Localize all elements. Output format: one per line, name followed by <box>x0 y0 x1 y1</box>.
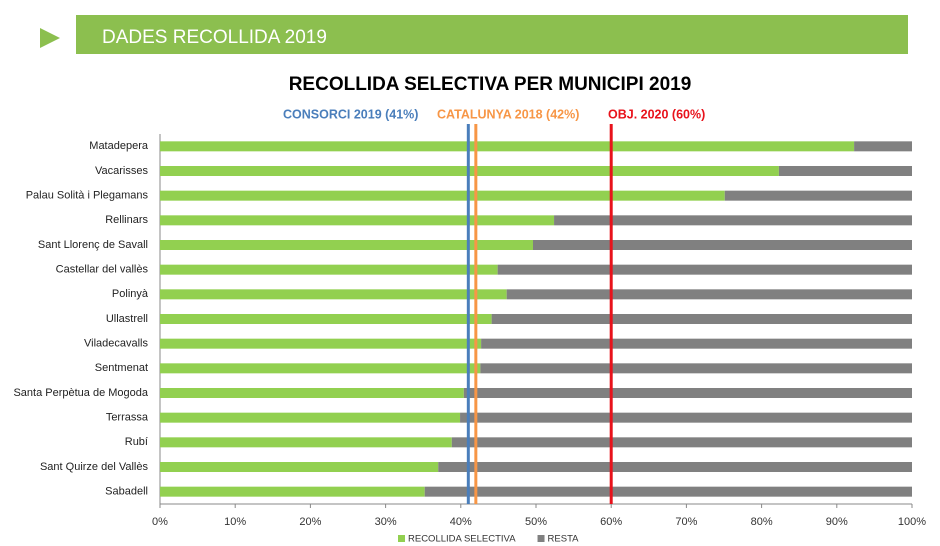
bar-segment <box>497 264 912 275</box>
y-tick-label: Castellar del vallès <box>56 264 149 276</box>
y-tick-label: Sant Llorenç de Savall <box>38 239 148 251</box>
bar-segment <box>160 240 533 250</box>
reference-label: CATALUNYA 2018 (42%) <box>437 107 579 121</box>
y-tick-label: Sentmenat <box>95 362 148 374</box>
y-tick-label: Rubí <box>125 436 148 448</box>
y-tick-label: Terrassa <box>106 412 149 424</box>
x-tick-label: 0% <box>152 516 168 528</box>
bar-segment <box>160 338 482 349</box>
bar-segment <box>778 166 912 176</box>
bar-segment <box>463 388 912 398</box>
reference-label: CONSORCI 2019 (41%) <box>283 107 418 121</box>
y-tick-label: Santa Perpètua de Mogoda <box>13 387 148 399</box>
reference-label: OBJ. 2020 (60%) <box>608 107 705 121</box>
bar-segment <box>160 215 555 226</box>
x-tick-label: 70% <box>675 516 697 528</box>
x-tick-label: 20% <box>299 516 321 528</box>
bar-segment <box>160 462 439 472</box>
x-tick-label: 90% <box>826 516 848 528</box>
bar-segment <box>160 412 461 423</box>
x-tick-label: 10% <box>224 516 246 528</box>
bar-segment <box>506 289 912 300</box>
bar-segment <box>491 314 912 324</box>
header-title: DADES RECOLLIDA 2019 <box>102 27 327 48</box>
bar-segment <box>854 141 912 152</box>
legend-label: RESTA <box>548 534 580 545</box>
y-tick-label: Sabadell <box>105 486 148 498</box>
y-tick-label: Vacarisses <box>95 165 148 177</box>
bar-segment <box>451 437 912 448</box>
bar-segment <box>554 215 912 226</box>
bar-segment <box>532 240 912 250</box>
bar-segment <box>438 462 912 472</box>
legend-swatch <box>398 535 405 542</box>
header-arrow <box>40 28 60 48</box>
bar-segment <box>160 289 507 300</box>
bar-segment <box>724 190 912 201</box>
bar-segment <box>460 412 912 423</box>
legend-label: RECOLLIDA SELECTIVA <box>408 534 516 545</box>
x-tick-label: 100% <box>898 516 926 528</box>
bar-segment <box>481 338 912 349</box>
y-tick-label: Viladecavalls <box>84 338 149 350</box>
bar-segment <box>160 437 452 448</box>
bar-segment <box>160 363 481 374</box>
y-tick-label: Polinyà <box>112 288 149 300</box>
x-tick-label: 80% <box>751 516 773 528</box>
bar-segment <box>160 486 425 497</box>
bar-segment <box>160 388 464 398</box>
bar-segment <box>160 190 725 201</box>
x-tick-label: 60% <box>600 516 622 528</box>
bar-segment <box>424 486 912 497</box>
bar-segment <box>160 141 855 152</box>
y-tick-label: Ullastrell <box>106 313 148 325</box>
y-tick-label: Palau Solità i Plegamans <box>26 190 149 202</box>
chart-title: RECOLLIDA SELECTIVA PER MUNICIPI 2019 <box>289 74 692 95</box>
x-tick-label: 40% <box>450 516 472 528</box>
bar-segment <box>160 314 492 324</box>
bar-segment <box>160 264 498 275</box>
bar-segment <box>480 363 912 374</box>
header-bar <box>76 15 908 54</box>
legend-swatch <box>537 535 545 542</box>
x-tick-label: 30% <box>375 516 397 528</box>
y-tick-label: Matadepera <box>89 140 149 152</box>
y-tick-label: Rellinars <box>105 214 148 226</box>
x-tick-label: 50% <box>525 516 547 528</box>
y-tick-label: Sant Quirze del Vallès <box>40 461 149 473</box>
